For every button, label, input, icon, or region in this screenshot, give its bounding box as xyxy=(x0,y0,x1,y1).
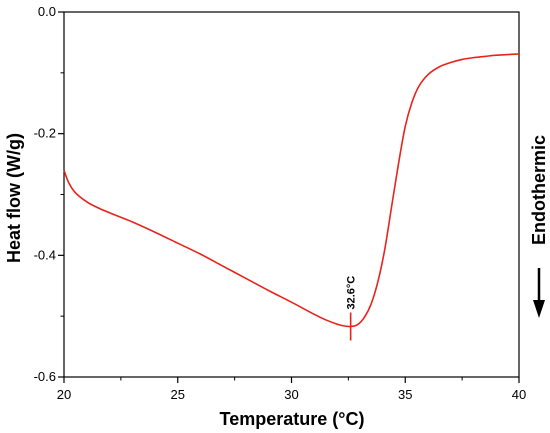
endothermic-label: Endothermic xyxy=(529,135,549,245)
endothermic-arrow-head xyxy=(533,300,545,318)
series-line xyxy=(63,53,520,328)
x-tick-label: 35 xyxy=(398,387,412,402)
x-tick-label: 40 xyxy=(512,387,526,402)
y-tick-label: -0.2 xyxy=(34,126,56,141)
x-axis-ticks: 20 25 30 35 40 xyxy=(57,377,526,402)
y-axis-title: Heat flow (W/g) xyxy=(4,133,24,263)
peak-annotation: 32.6°C xyxy=(346,276,358,310)
y-tick-label: -0.4 xyxy=(34,247,56,262)
y-axis-ticks: 0.0 -0.2 -0.4 -0.6 xyxy=(34,4,64,384)
plot-frame xyxy=(63,11,520,378)
plot-area xyxy=(63,11,520,378)
x-tick-label: 20 xyxy=(57,387,71,402)
x-tick-label: 30 xyxy=(284,387,298,402)
x-tick-label: 25 xyxy=(171,387,185,402)
y-tick-label: 0.0 xyxy=(38,4,56,19)
y-tick-label: -0.6 xyxy=(34,369,56,384)
endothermic-indicator: Endothermic xyxy=(529,135,549,318)
x-axis-title: Temperature (°C) xyxy=(220,409,365,429)
